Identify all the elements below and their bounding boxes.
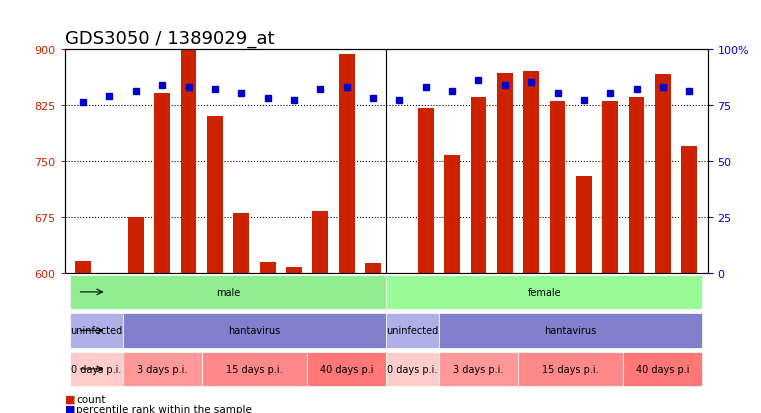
FancyBboxPatch shape (70, 313, 123, 348)
Text: 0 days p.i.: 0 days p.i. (71, 364, 122, 374)
Bar (497, 74, 513, 273)
Text: ■: ■ (65, 394, 75, 404)
Bar (576, 176, 592, 273)
FancyBboxPatch shape (307, 352, 387, 386)
Text: 15 days p.i.: 15 days p.i. (543, 364, 599, 374)
FancyBboxPatch shape (518, 352, 623, 386)
Text: percentile rank within the sample: percentile rank within the sample (76, 404, 252, 413)
Bar (549, 102, 565, 273)
Text: 0 days p.i.: 0 days p.i. (387, 364, 438, 374)
FancyBboxPatch shape (123, 352, 202, 386)
Bar (444, 156, 460, 273)
Bar (234, 214, 249, 273)
Bar (418, 109, 434, 273)
Bar (339, 55, 355, 273)
Bar (154, 94, 170, 273)
FancyBboxPatch shape (439, 313, 702, 348)
Bar (313, 211, 328, 273)
FancyBboxPatch shape (70, 352, 123, 386)
Text: 40 days p.i: 40 days p.i (320, 364, 374, 374)
FancyBboxPatch shape (123, 313, 387, 348)
FancyBboxPatch shape (70, 275, 387, 309)
FancyBboxPatch shape (623, 352, 702, 386)
Bar (524, 72, 539, 273)
FancyBboxPatch shape (387, 313, 439, 348)
Text: 3 days p.i.: 3 days p.i. (454, 364, 504, 374)
Text: 3 days p.i.: 3 days p.i. (137, 364, 187, 374)
Bar (260, 263, 275, 273)
Bar (681, 146, 697, 273)
Text: 15 days p.i.: 15 days p.i. (226, 364, 283, 374)
Bar (207, 116, 223, 273)
Bar (602, 102, 618, 273)
Text: female: female (527, 287, 561, 297)
Bar (629, 98, 645, 273)
Text: GDS3050 / 1389029_at: GDS3050 / 1389029_at (65, 30, 274, 48)
Text: hantavirus: hantavirus (228, 325, 281, 336)
Text: 40 days p.i: 40 days p.i (636, 364, 689, 374)
Bar (365, 263, 381, 273)
Bar (470, 98, 486, 273)
FancyBboxPatch shape (439, 352, 518, 386)
FancyBboxPatch shape (387, 352, 439, 386)
Bar (655, 75, 671, 273)
Bar (180, 51, 196, 273)
Text: uninfected: uninfected (70, 325, 123, 336)
Text: male: male (216, 287, 240, 297)
Text: uninfected: uninfected (387, 325, 438, 336)
Text: ■: ■ (65, 404, 75, 413)
Bar (128, 217, 144, 273)
Text: hantavirus: hantavirus (545, 325, 597, 336)
FancyBboxPatch shape (387, 275, 702, 309)
Text: count: count (76, 394, 106, 404)
FancyBboxPatch shape (202, 352, 307, 386)
Bar (75, 262, 91, 273)
Bar (286, 268, 302, 273)
